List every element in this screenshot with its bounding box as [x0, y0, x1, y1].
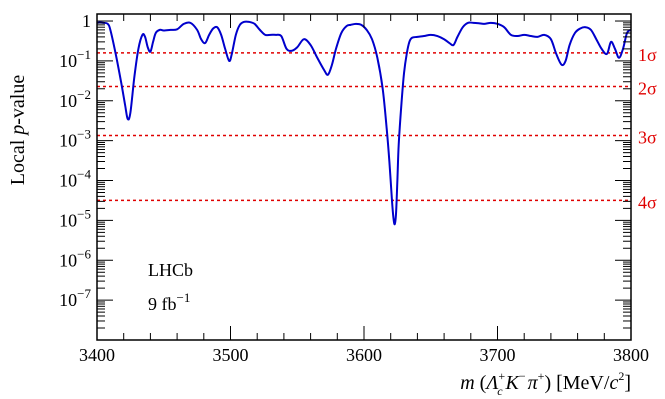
x-axis: 3400 3500 3600 3700 3800 — [79, 14, 649, 365]
y-tick-label: 10−7 — [59, 286, 91, 310]
y-tick-base: 10 — [59, 290, 77, 310]
x-axis-title-pi: π — [528, 372, 539, 394]
p-value-curve — [96, 20, 632, 226]
y-tick-label: 10−6 — [59, 246, 91, 270]
x-axis-title-k-sup: − — [519, 369, 526, 383]
x-axis-title-k: K — [505, 372, 521, 394]
y-tick-label: 10−3 — [59, 127, 91, 151]
y-axis: 110−110−210−310−410−510−610−7 — [59, 11, 631, 341]
x-tick-label: 3500 — [213, 345, 249, 365]
y-tick-exponent: −1 — [77, 47, 91, 62]
luminosity-value: 9 fb — [148, 294, 177, 314]
x-axis-title-lambda-sub: c — [497, 384, 503, 398]
x-axis-title-close: ) [MeV/ — [544, 372, 609, 394]
sigma-lines — [97, 52, 631, 202]
y-tick-base: 10 — [59, 210, 77, 230]
x-axis-title-c-sup: 2 — [618, 369, 624, 383]
y-tick-exponent: −5 — [77, 206, 91, 221]
y-axis-title-p: p — [7, 125, 29, 137]
x-axis-title-c: c — [609, 372, 618, 394]
x-tick-label: 3800 — [613, 345, 649, 365]
experiment-label: LHCb — [148, 260, 193, 280]
x-axis-title-end: ] — [624, 372, 631, 394]
luminosity-label: 9 fb−1 — [148, 290, 190, 314]
y-tick-base: 10 — [59, 91, 77, 111]
x-tick-label: 3700 — [480, 345, 516, 365]
sigma-label: 3σ — [638, 127, 657, 147]
x-tick-label: 3400 — [79, 345, 115, 365]
y-tick-label: 10−4 — [59, 167, 91, 191]
x-axis-title-lambda-sup: + — [498, 369, 505, 383]
y-tick-base: 10 — [59, 171, 77, 191]
data-series — [96, 20, 632, 226]
luminosity-exponent: −1 — [177, 290, 191, 305]
y-axis-title-post: -value — [7, 75, 29, 125]
y-tick-label: 1 — [82, 11, 91, 31]
sigma-label: 4σ — [638, 192, 657, 212]
x-axis-title-pi-sup: + — [538, 369, 545, 383]
x-axis-title: m (Λ+ c K− π+) [MeV/c2] — [460, 369, 631, 398]
y-tick-label: 10−2 — [59, 87, 91, 111]
y-tick-base: 10 — [59, 131, 77, 151]
y-tick-exponent: −7 — [77, 286, 91, 301]
y-tick-label: 10−5 — [59, 206, 91, 230]
y-axis-title-pre: Local — [7, 135, 29, 186]
x-axis-title-open: ( — [475, 372, 487, 394]
x-axis-title-lambda: Λ — [484, 372, 498, 394]
sigma-label: 2σ — [638, 79, 657, 99]
y-tick-exponent: −3 — [77, 127, 91, 142]
sigma-labels: 1σ 2σ 3σ 4σ — [638, 45, 657, 213]
sigma-label: 1σ — [638, 45, 657, 65]
x-tick-label: 3600 — [346, 345, 382, 365]
y-tick-exponent: −2 — [77, 87, 91, 102]
y-tick-label: 10−1 — [59, 47, 91, 71]
y-axis-title: Local p-value — [7, 75, 29, 186]
y-tick-base: 10 — [59, 250, 77, 270]
y-tick-exponent: −4 — [77, 167, 91, 182]
y-tick-exponent: −6 — [77, 246, 91, 261]
y-tick-base: 10 — [59, 51, 77, 71]
x-axis-title-m: m — [460, 372, 474, 394]
